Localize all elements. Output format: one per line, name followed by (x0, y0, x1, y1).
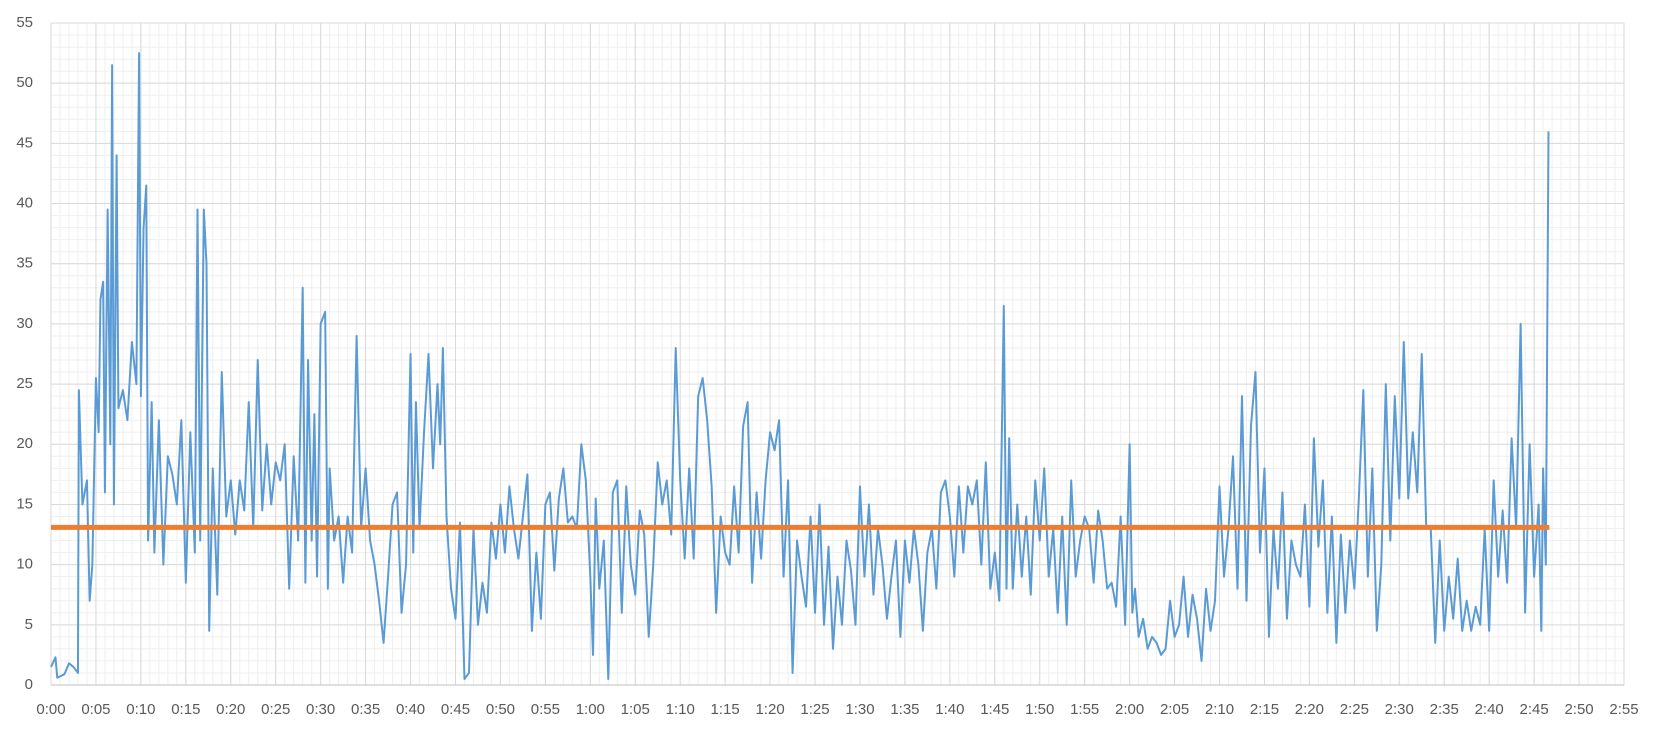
x-tick-label: 1:30 (845, 701, 874, 718)
x-tick-label: 2:30 (1385, 701, 1414, 718)
x-tick-label: 0:25 (261, 701, 290, 718)
y-tick-label: 45 (16, 134, 33, 151)
y-tick-label: 50 (16, 74, 33, 91)
y-tick-label: 0 (25, 676, 33, 693)
y-tick-label: 5 (25, 616, 33, 633)
x-tick-label: 2:55 (1609, 701, 1638, 718)
y-tick-label: 10 (16, 556, 33, 573)
x-tick-label: 2:40 (1475, 701, 1504, 718)
x-tick-label: 2:10 (1205, 701, 1234, 718)
x-tick-label: 1:15 (711, 701, 740, 718)
x-tick-label: 1:00 (576, 701, 605, 718)
y-tick-label: 55 (16, 14, 33, 31)
x-tick-label: 1:50 (1025, 701, 1054, 718)
x-tick-label: 2:45 (1520, 701, 1549, 718)
x-tick-label: 0:00 (36, 701, 65, 718)
x-tick-label: 1:35 (890, 701, 919, 718)
x-tick-label: 0:55 (531, 701, 560, 718)
y-tick-label: 20 (16, 435, 33, 452)
x-tick-label: 2:00 (1115, 701, 1144, 718)
y-tick-label: 40 (16, 195, 33, 212)
x-tick-label: 1:25 (800, 701, 829, 718)
y-tick-label: 25 (16, 375, 33, 392)
x-tick-label: 2:05 (1160, 701, 1189, 718)
x-tick-label: 0:10 (126, 701, 155, 718)
x-tick-label: 1:55 (1070, 701, 1099, 718)
x-tick-label: 0:40 (396, 701, 425, 718)
x-tick-label: 0:05 (81, 701, 110, 718)
y-tick-label: 30 (16, 315, 33, 332)
y-tick-label: 15 (16, 495, 33, 512)
x-tick-label: 0:20 (216, 701, 245, 718)
x-tick-label: 2:35 (1430, 701, 1459, 718)
x-tick-label: 1:45 (980, 701, 1009, 718)
x-tick-label: 1:40 (935, 701, 964, 718)
x-tick-label: 0:15 (171, 701, 200, 718)
x-tick-label: 0:30 (306, 701, 335, 718)
x-tick-label: 2:50 (1564, 701, 1593, 718)
data-line (50, 52, 1550, 680)
x-tick-label: 0:45 (441, 701, 470, 718)
x-tick-label: 1:10 (666, 701, 695, 718)
x-tick-label: 2:20 (1295, 701, 1324, 718)
x-tick-label: 2:15 (1250, 701, 1279, 718)
y-tick-label: 35 (16, 255, 33, 272)
x-tick-label: 1:20 (755, 701, 784, 718)
x-tick-label: 0:50 (486, 701, 515, 718)
x-tick-label: 1:05 (621, 701, 650, 718)
x-tick-label: 0:35 (351, 701, 380, 718)
x-tick-label: 2:25 (1340, 701, 1369, 718)
